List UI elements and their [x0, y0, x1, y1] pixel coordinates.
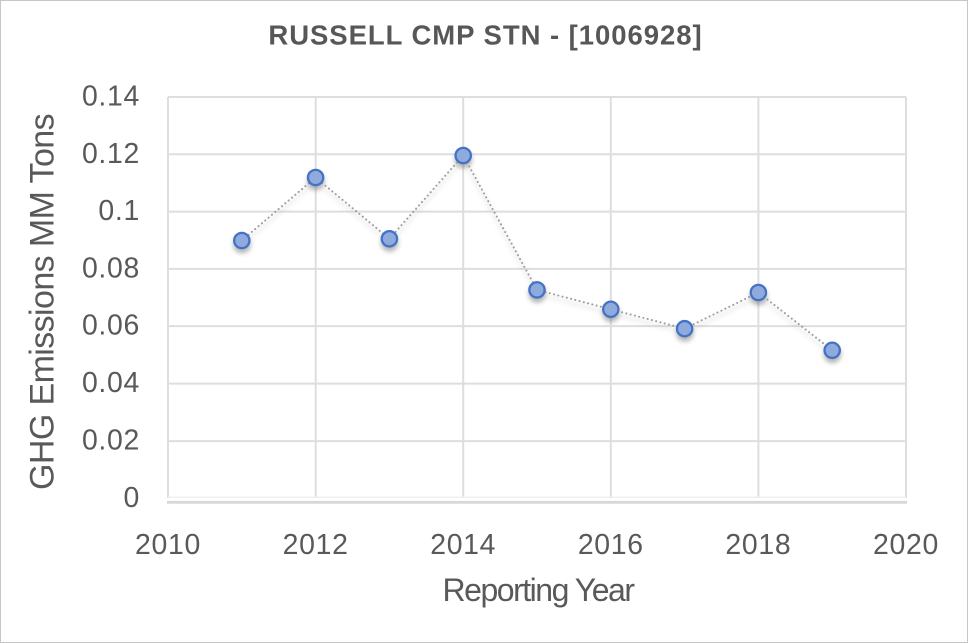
svg-text:0.1: 0.1 — [98, 195, 140, 227]
svg-text:2018: 2018 — [725, 529, 791, 561]
svg-text:RUSSELL CMP STN - [1006928]: RUSSELL CMP STN - [1006928] — [268, 20, 702, 51]
svg-text:2016: 2016 — [578, 529, 644, 561]
svg-text:2010: 2010 — [135, 529, 201, 561]
svg-text:0.12: 0.12 — [82, 138, 140, 170]
svg-text:2012: 2012 — [283, 529, 349, 561]
svg-text:0.02: 0.02 — [82, 425, 140, 457]
svg-text:0.14: 0.14 — [82, 81, 140, 113]
svg-text:2020: 2020 — [873, 529, 939, 561]
svg-text:2014: 2014 — [430, 529, 496, 561]
svg-text:0: 0 — [124, 482, 141, 514]
svg-text:Reporting Year: Reporting Year — [443, 572, 636, 608]
svg-text:0.04: 0.04 — [82, 367, 140, 399]
svg-text:0.08: 0.08 — [82, 253, 140, 285]
svg-text:0.06: 0.06 — [82, 310, 140, 342]
svg-text:GHG Emissions MM Tons: GHG Emissions MM Tons — [24, 114, 62, 490]
